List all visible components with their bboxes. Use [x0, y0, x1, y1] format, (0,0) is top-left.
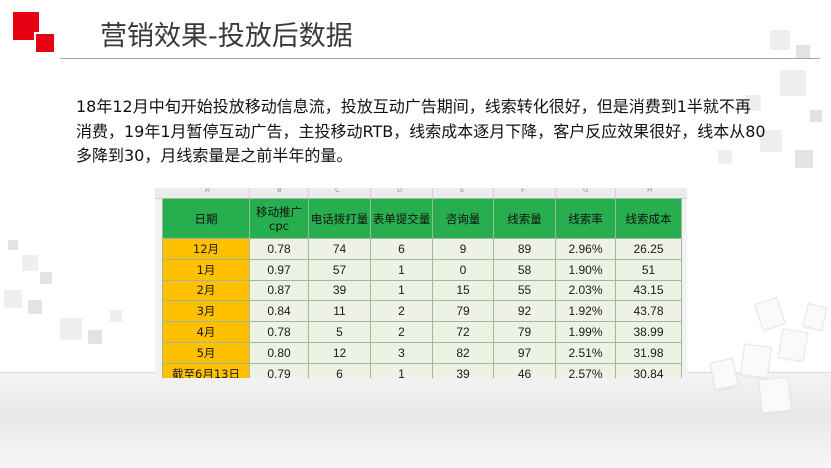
cell-cpc: 0.78	[249, 238, 309, 260]
column-letter: F	[521, 188, 526, 194]
cell-calls: 57	[308, 258, 371, 281]
cell-calls: 11	[308, 300, 371, 323]
cell-calls: 5	[308, 321, 371, 343]
cell-lead-rate: 1.92%	[555, 300, 616, 323]
row-month: 2月	[162, 279, 250, 302]
cell-leads: 79	[493, 321, 556, 343]
table-row: 截至6月13日 0.79 6 1 39 46 2.57% 30.84	[162, 362, 682, 378]
cell-cpc: 0.84	[249, 300, 309, 323]
cell-inquiries: 72	[432, 321, 494, 343]
cell-lead-rate: 2.51%	[555, 341, 616, 364]
cell-inquiries: 79	[432, 300, 494, 323]
table-row: 3月 0.84 11 2 79 92 1.92% 43.78	[162, 300, 682, 323]
cell-leads: 92	[493, 300, 556, 323]
cell-inquiries: 0	[432, 258, 494, 281]
cell-lead-rate: 1.90%	[555, 258, 616, 281]
cell-forms: 1	[370, 362, 433, 378]
cell-lead-rate: 1.99%	[555, 321, 616, 343]
table-row: 1月 0.97 57 1 0 58 1.90% 51	[162, 258, 682, 281]
cell-leads: 46	[493, 362, 556, 378]
row-month: 3月	[162, 300, 250, 323]
cell-lead-cost: 30.84	[615, 362, 682, 378]
column-letter: G	[583, 188, 589, 194]
cell-cpc: 0.79	[249, 362, 309, 378]
row-month: 1月	[162, 258, 250, 281]
row-month: 4月	[162, 321, 250, 343]
cell-inquiries: 9	[432, 238, 494, 260]
cell-lead-rate: 2.96%	[555, 238, 616, 260]
cell-inquiries: 39	[432, 362, 494, 378]
cell-lead-rate: 2.03%	[555, 279, 616, 302]
cell-cpc: 0.87	[249, 279, 309, 302]
cell-calls: 12	[308, 341, 371, 364]
cell-lead-rate: 2.57%	[555, 362, 616, 378]
table-row: 2月 0.87 39 1 15 55 2.03% 43.15	[162, 279, 682, 302]
cell-inquiries: 15	[432, 279, 494, 302]
header-date: 日期	[162, 198, 250, 239]
cell-lead-cost: 38.99	[615, 321, 682, 343]
row-month: 12月	[162, 238, 250, 260]
table-row: 5月 0.80 12 3 82 97 2.51% 31.98	[162, 341, 682, 364]
results-table: 日期 移动推广cpc 电话拨打量 表单提交量 咨询量 线索量 线索率 线索成本 …	[162, 198, 682, 378]
cell-forms: 3	[370, 341, 433, 364]
summary-paragraph: 18年12月中旬开始投放移动信息流，投放互动广告期间，线索转化很好，但是消费到1…	[76, 97, 766, 165]
cell-leads: 58	[493, 258, 556, 281]
header-mobile-cpc: 移动推广cpc	[249, 198, 309, 239]
cell-forms: 1	[370, 279, 433, 302]
column-letter: E	[460, 188, 465, 194]
cell-lead-cost: 43.15	[615, 279, 682, 302]
column-letter: H	[647, 188, 653, 194]
column-letter: D	[397, 188, 403, 194]
column-letter: A	[205, 188, 210, 194]
cell-leads: 55	[493, 279, 556, 302]
cell-lead-cost: 43.78	[615, 300, 682, 323]
cell-cpc: 0.78	[249, 321, 309, 343]
cell-cpc: 0.80	[249, 341, 309, 364]
table-row: 12月 0.78 74 6 9 89 2.96% 26.25	[162, 238, 682, 260]
cell-calls: 39	[308, 279, 371, 302]
logo-red-square-small	[34, 32, 56, 54]
cell-forms: 2	[370, 300, 433, 323]
cell-lead-cost: 51	[615, 258, 682, 281]
cell-leads: 97	[493, 341, 556, 364]
header-inquiries: 咨询量	[432, 198, 494, 239]
cell-forms: 6	[370, 238, 433, 260]
table-header-row: 日期 移动推广cpc 电话拨打量 表单提交量 咨询量 线索量 线索率 线索成本	[162, 198, 682, 239]
header-phone-calls: 电话拨打量	[308, 198, 371, 239]
header-leads: 线索量	[493, 198, 556, 239]
header-form-submissions: 表单提交量	[370, 198, 433, 239]
cell-forms: 1	[370, 258, 433, 281]
column-letter: C	[335, 188, 340, 194]
cell-lead-cost: 26.25	[615, 238, 682, 260]
spreadsheet-image: A B C D E F G H 日期 移动推广cpc	[155, 188, 687, 378]
header-lead-cost: 线索成本	[615, 198, 682, 239]
row-month: 5月	[162, 341, 250, 364]
cell-forms: 2	[370, 321, 433, 343]
row-month: 截至6月13日	[162, 362, 250, 378]
cell-inquiries: 82	[432, 341, 494, 364]
table-row: 4月 0.78 5 2 72 79 1.99% 38.99	[162, 321, 682, 343]
floor-background	[0, 372, 831, 468]
cell-calls: 74	[308, 238, 371, 260]
header-lead-rate: 线索率	[555, 198, 616, 239]
cell-cpc: 0.97	[249, 258, 309, 281]
slide-title: 营销效果-投放后数据	[100, 21, 353, 52]
cell-leads: 89	[493, 238, 556, 260]
cell-lead-cost: 31.98	[615, 341, 682, 364]
title-divider	[60, 58, 820, 59]
column-letter: B	[277, 188, 282, 194]
cell-calls: 6	[308, 362, 371, 378]
